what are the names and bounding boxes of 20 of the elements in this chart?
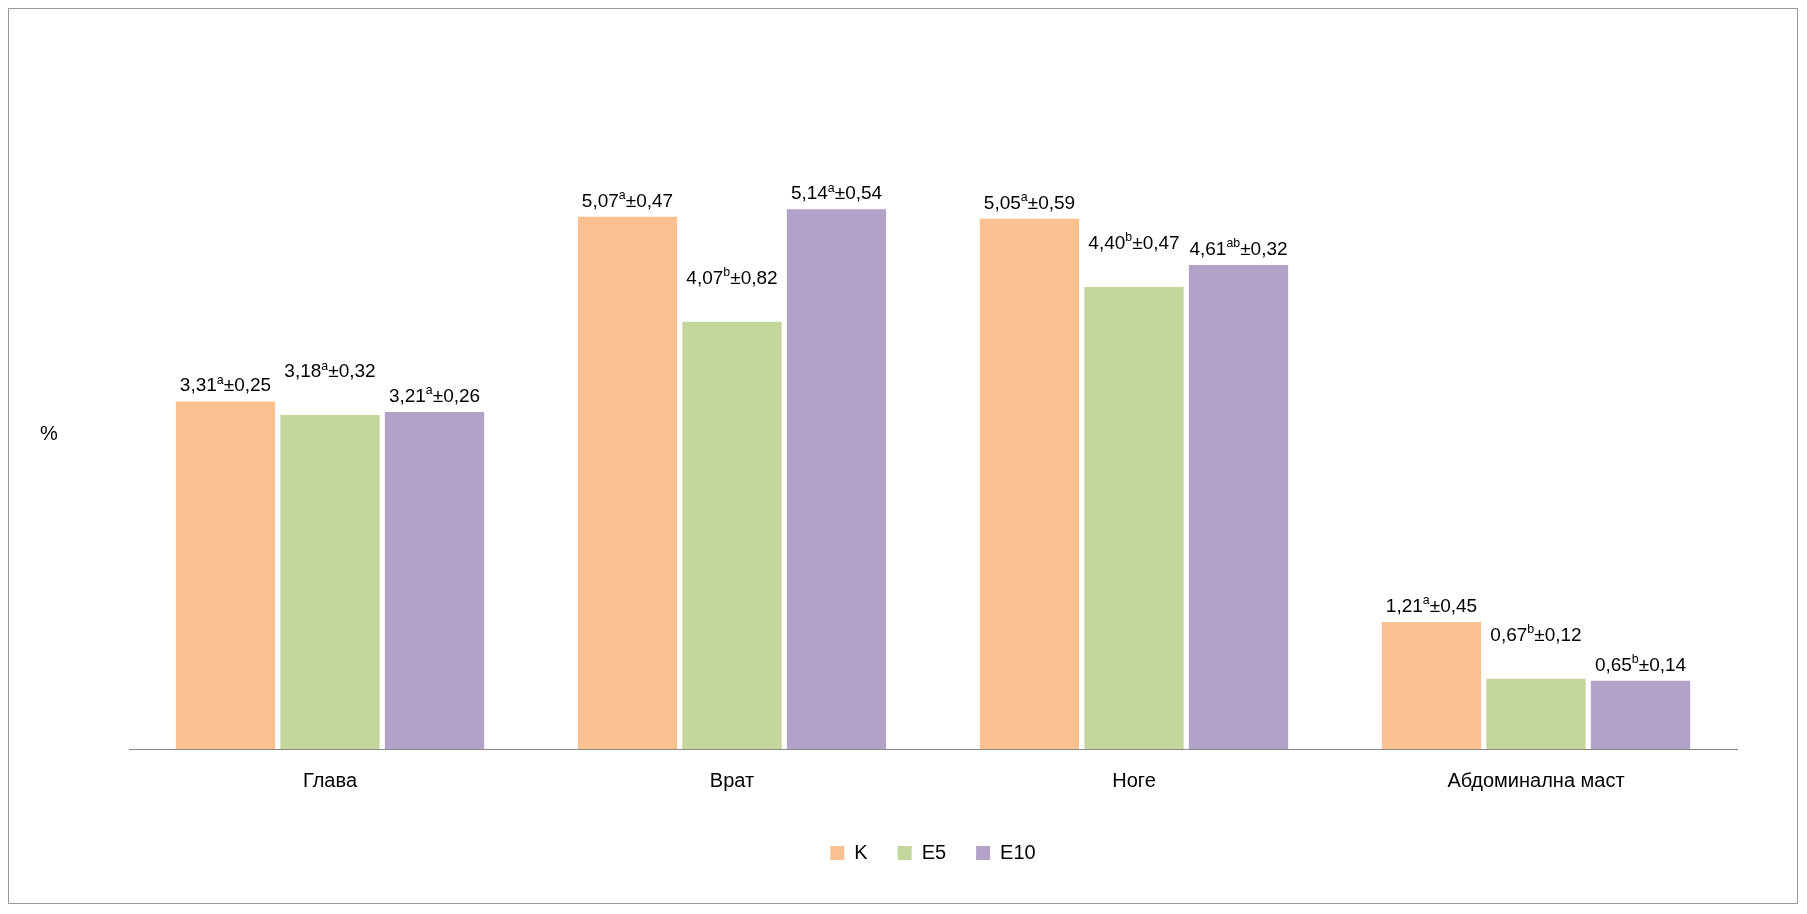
bar (682, 321, 782, 749)
legend-label: E10 (1000, 840, 1036, 863)
x-tick-label: Врат (709, 768, 755, 791)
x-tick-label: Абдоминална маст (1447, 768, 1625, 791)
bar (786, 209, 887, 749)
x-tick-label: Глава (302, 768, 358, 791)
legend-label: E5 (921, 840, 947, 863)
y-axis-title: % (40, 421, 59, 444)
bar (384, 411, 485, 749)
bar (1486, 678, 1586, 749)
bar (979, 218, 1080, 749)
bar (175, 401, 276, 749)
bar (280, 415, 380, 749)
bar (1188, 264, 1289, 749)
bar (1590, 680, 1691, 749)
legend-label: K (854, 840, 869, 863)
bar (1084, 287, 1184, 749)
bar (1381, 621, 1482, 749)
bar (577, 216, 678, 749)
x-tick-label: Ноге (1112, 768, 1156, 791)
